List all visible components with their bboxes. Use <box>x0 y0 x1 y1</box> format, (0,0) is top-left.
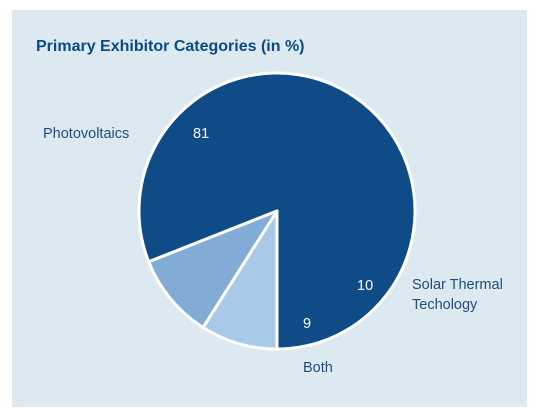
pie-slices <box>137 71 417 351</box>
category-label-solar-thermal-line2: Techology <box>412 297 478 313</box>
slice-solar-thermal <box>147 209 279 330</box>
slice-both <box>201 209 279 351</box>
pie-labels: Photovoltaics Solar Thermal Techology Bo… <box>43 126 503 376</box>
value-label-solar-thermal: 10 <box>357 278 373 294</box>
category-label-both: Both <box>303 360 333 376</box>
category-label-photovoltaics: Photovoltaics <box>43 126 129 142</box>
value-label-photovoltaics: 81 <box>193 126 209 142</box>
chart-title: Primary Exhibitor Categories (in %) <box>36 38 305 55</box>
value-label-both: 9 <box>303 316 311 332</box>
category-label-solar-thermal: Solar Thermal <box>412 277 503 293</box>
